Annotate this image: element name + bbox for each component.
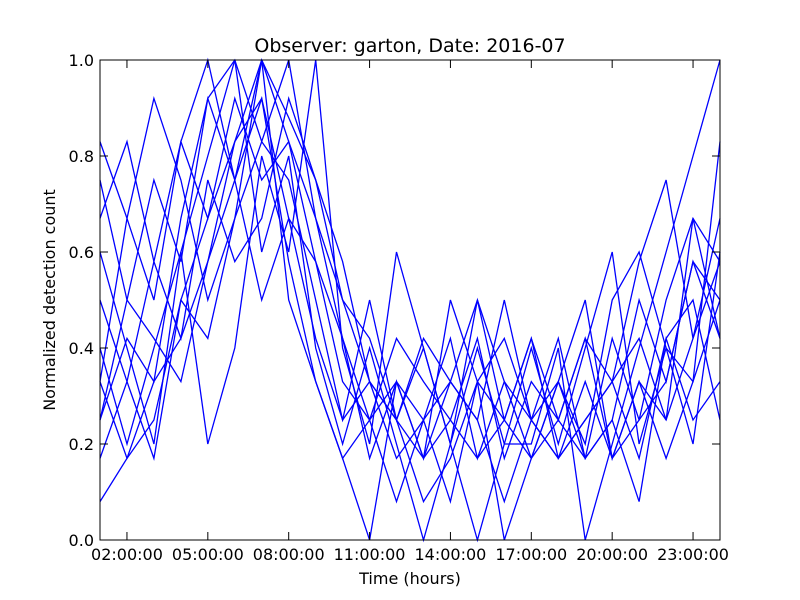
y-tick-label: 0.6 bbox=[69, 243, 94, 262]
y-tick-label: 0.8 bbox=[69, 147, 94, 166]
x-axis-title: Time (hours) bbox=[358, 569, 461, 588]
y-tick-label: 0.2 bbox=[69, 435, 94, 454]
x-tick-label: 05:00:00 bbox=[172, 545, 244, 564]
x-tick-label: 20:00:00 bbox=[576, 545, 648, 564]
plot-frame bbox=[99, 59, 721, 541]
series-line-2 bbox=[99, 58, 721, 505]
y-axis-ticks: 0.0 0.2 0.4 0.6 0.8 1.0 bbox=[69, 51, 720, 550]
series-line-1 bbox=[99, 57, 721, 461]
series-line-3 bbox=[99, 59, 721, 543]
chart-title: Observer: garton, Date: 2016-07 bbox=[254, 35, 565, 57]
x-tick-label: 14:00:00 bbox=[415, 545, 487, 564]
x-tick-label: 11:00:00 bbox=[334, 545, 406, 564]
series-line-12 bbox=[99, 59, 721, 461]
x-axis-ticks: 02:00:00 05:00:00 08:00:00 11:00:00 14:00:00… bbox=[91, 60, 729, 564]
series-line-9 bbox=[99, 59, 721, 543]
y-tick-label: 0.0 bbox=[69, 531, 94, 550]
y-tick-label: 0.4 bbox=[69, 339, 94, 358]
y-tick-label: 1.0 bbox=[69, 51, 94, 70]
x-tick-label: 17:00:00 bbox=[495, 545, 567, 564]
x-tick-label: 23:00:00 bbox=[657, 545, 729, 564]
series-lines bbox=[99, 57, 721, 543]
x-tick-label: 02:00:00 bbox=[91, 545, 163, 564]
series-line-10 bbox=[99, 95, 721, 504]
y-axis-title: Normalized detection count bbox=[40, 189, 59, 411]
x-tick-label: 08:00:00 bbox=[253, 545, 325, 564]
series-line-11 bbox=[99, 96, 721, 504]
